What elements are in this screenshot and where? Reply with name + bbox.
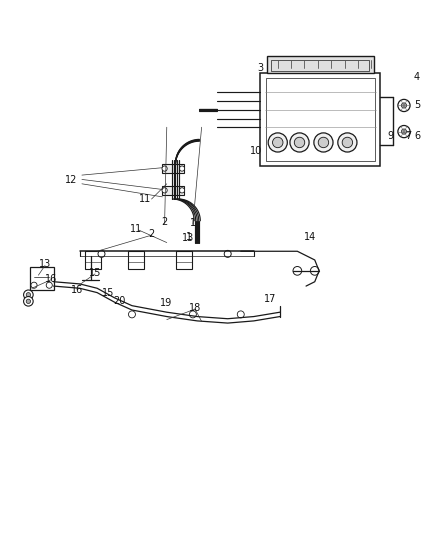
Bar bbox=[267, 56, 374, 73]
Text: 3: 3 bbox=[257, 63, 263, 74]
Circle shape bbox=[180, 166, 185, 171]
Text: 10: 10 bbox=[250, 146, 262, 156]
Circle shape bbox=[294, 137, 305, 148]
Text: 16: 16 bbox=[45, 273, 57, 284]
Circle shape bbox=[338, 133, 357, 152]
Circle shape bbox=[293, 266, 302, 275]
Text: 1: 1 bbox=[185, 232, 191, 243]
Circle shape bbox=[224, 251, 231, 257]
Circle shape bbox=[268, 133, 287, 152]
Circle shape bbox=[31, 282, 37, 288]
Text: 16: 16 bbox=[71, 286, 84, 295]
Text: 13: 13 bbox=[182, 233, 194, 243]
Circle shape bbox=[237, 311, 244, 318]
Bar bbox=[128, 251, 144, 269]
Circle shape bbox=[314, 133, 333, 152]
Circle shape bbox=[401, 129, 406, 134]
Text: 17: 17 bbox=[264, 294, 276, 304]
Text: 9: 9 bbox=[388, 131, 394, 141]
Circle shape bbox=[162, 166, 167, 171]
Text: 13: 13 bbox=[39, 260, 51, 269]
Bar bbox=[85, 251, 101, 269]
Text: 15: 15 bbox=[89, 268, 101, 278]
Circle shape bbox=[311, 266, 319, 275]
Circle shape bbox=[24, 290, 33, 300]
Circle shape bbox=[128, 311, 135, 318]
Circle shape bbox=[26, 293, 31, 297]
Circle shape bbox=[180, 188, 185, 193]
Bar bbox=[30, 266, 53, 290]
Text: 2: 2 bbox=[162, 217, 168, 227]
Circle shape bbox=[24, 296, 33, 306]
Text: 12: 12 bbox=[65, 175, 77, 185]
Circle shape bbox=[398, 125, 410, 138]
Bar bbox=[271, 60, 369, 71]
Bar bbox=[260, 73, 380, 166]
Text: 11: 11 bbox=[130, 224, 142, 233]
Circle shape bbox=[46, 282, 52, 288]
Text: 2: 2 bbox=[148, 229, 155, 239]
Circle shape bbox=[398, 99, 410, 111]
Text: 14: 14 bbox=[304, 232, 317, 243]
Text: 15: 15 bbox=[102, 288, 114, 298]
Circle shape bbox=[162, 188, 167, 193]
Text: 6: 6 bbox=[414, 131, 420, 141]
Circle shape bbox=[290, 133, 309, 152]
Circle shape bbox=[272, 137, 283, 148]
Text: 5: 5 bbox=[414, 100, 420, 110]
Text: 18: 18 bbox=[189, 303, 201, 313]
Text: 19: 19 bbox=[160, 298, 172, 309]
Bar bbox=[162, 186, 184, 195]
Bar bbox=[162, 164, 184, 173]
Circle shape bbox=[318, 137, 328, 148]
Text: 7: 7 bbox=[405, 131, 411, 141]
Circle shape bbox=[98, 251, 105, 257]
Circle shape bbox=[342, 137, 353, 148]
Text: 1: 1 bbox=[190, 218, 196, 228]
Text: 20: 20 bbox=[113, 296, 126, 306]
Text: 11: 11 bbox=[139, 194, 151, 204]
Circle shape bbox=[401, 103, 406, 108]
Circle shape bbox=[26, 299, 31, 303]
Bar bbox=[265, 78, 375, 161]
Text: 4: 4 bbox=[414, 72, 420, 82]
Circle shape bbox=[189, 311, 196, 318]
Bar bbox=[177, 251, 192, 269]
